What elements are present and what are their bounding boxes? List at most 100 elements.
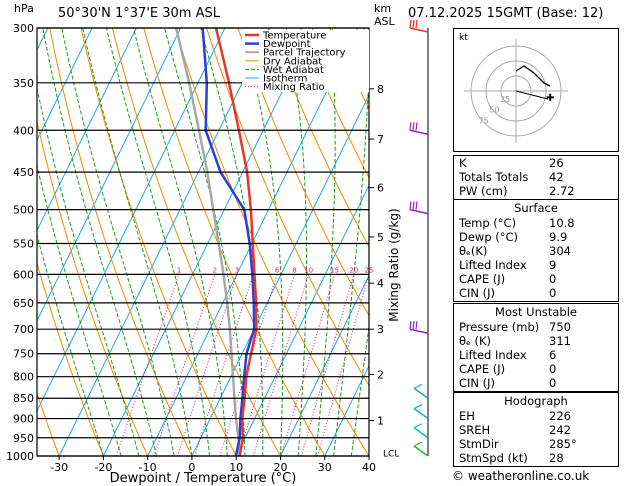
wind-barb-flag [409,122,412,131]
wind-barb-flag [409,19,412,29]
hodograph-table-title: Hodograph [504,394,568,408]
dry-adiabat-line [300,28,369,179]
wind-barb-flag [415,19,418,29]
mixing-ratio-label: 6 [275,266,280,274]
sreh-label: SREH [459,423,491,437]
wind-barb-shaft [409,129,429,136]
pressure-tick-label: 950 [13,432,34,445]
k-index-label: K [459,156,467,170]
wind-barb-flag [409,321,412,330]
mixing-ratio-line [252,274,310,456]
wind-barb-shaft [409,208,429,215]
pressure-tick-label: 800 [13,371,34,384]
surface-theta-e-value: 304 [549,244,571,258]
temp-tick-label: 0 [188,461,195,474]
wet-adiabat-line [333,53,369,456]
pressure-tick-label: 400 [13,124,34,137]
wet-adiabat-line [37,85,140,456]
km-tick-label: 7 [377,133,384,146]
mu-cin-label: CIN (J) [459,376,496,390]
wind-barb-flag [409,201,412,210]
wind-barb-shaft [413,445,429,457]
surface-title: Surface [514,201,558,215]
surface-dewp-label: Dewp (°C) [459,230,519,244]
isotherm-line [191,93,369,456]
pressure-tick-label: 600 [13,268,34,281]
dry-adiabat-line [268,28,369,248]
km-tick-label: 1 [377,415,384,428]
dry-adiabat-line [111,28,281,456]
km-tick-label: 5 [377,231,384,244]
wind-barb-flag [415,321,418,330]
wet-adiabat-line [105,28,211,456]
surface-cin-label: CIN (J) [459,286,496,300]
wind-barb-flag [412,201,415,210]
pressure-tick-label: 750 [13,348,34,361]
isotherm-line [58,28,270,456]
wet-adiabat-line [350,322,369,456]
stmdir-value: 285° [549,437,577,451]
stmdir-label: StmDir [459,437,499,451]
wet-adiabat-line [82,28,193,456]
hodograph-ring-label: 50 [489,106,499,115]
wind-barb-flag [413,404,423,410]
most-unstable-table: Most Unstable Pressure (mb) 750 θₑ (K) 3… [453,303,619,392]
mixing-ratio-label: 20 [349,266,358,274]
mu-theta-e-value: 311 [549,334,571,348]
pressure-tick-label: 450 [13,166,34,179]
pressure-tick-label: 900 [13,413,34,426]
wind-barb-flag [413,423,423,429]
mu-lifted-index-label: Lifted Index [459,348,527,362]
x-axis-title: Dewpoint / Temperature (°C) [110,471,297,486]
temp-tick-label: -30 [50,461,68,474]
surface-temp-value: 10.8 [549,216,575,230]
surface-lifted-index-value: 9 [549,258,557,272]
legend-entry: Temperature [262,31,326,42]
mixing-ratio-line [280,274,336,456]
mixing-ratio-line [300,274,355,456]
wind-barb-flag [415,122,418,131]
mixing-ratio-label: 15 [330,266,339,274]
wet-adiabat-line [37,164,122,456]
mu-lifted-index-value: 6 [549,348,557,362]
pressure-tick-label: 1000 [6,450,34,463]
km-unit-label: km [374,2,392,15]
temp-tick-label: 30 [318,461,332,474]
lcl-label: LCL [383,449,399,459]
surface-cape-label: CAPE (J) [459,272,506,286]
isotherm-line [37,28,226,413]
surface-temp-label: Temp (°C) [459,216,517,230]
isotherm-line [235,184,369,456]
mixing-ratio-label: 2 [213,266,217,274]
km-tick-label: 3 [377,323,384,336]
pressure-tick-label: 500 [13,204,34,217]
mu-theta-e-label: θₑ (K) [459,334,492,348]
isotherm-line [280,274,369,456]
wind-barb-flag [415,201,418,210]
km-tick-label: 8 [377,83,384,96]
surface-lifted-index-label: Lifted Index [459,258,527,272]
wind-barb-shaft [409,27,429,33]
wind-barb-shaft [409,328,429,334]
hodograph-ring-label: 75 [479,116,489,125]
wind-barb-flag [412,122,415,131]
wind-barb-flag [412,19,415,29]
pressure-tick-label: 850 [13,392,34,405]
totals-totals-label: Totals Totals [459,170,529,184]
legend-entry: Dewpoint [263,39,311,50]
mu-cape-value: 0 [549,362,557,376]
copyright-footer[interactable]: © weatheronline.co.uk [452,469,590,483]
mu-cin-value: 0 [549,376,557,390]
storm-motion-vector [515,90,549,100]
location-title: 50°30'N 1°37'E 30m ASL [58,6,220,21]
wind-barb-shaft [413,407,429,420]
asl-unit-label: ASL [374,15,395,28]
plot-frame [36,27,370,457]
eh-value: 226 [549,409,571,423]
km-tick-label: 6 [377,182,384,195]
pw-label: PW (cm) [459,184,508,198]
surface-dewp-value: 9.9 [549,230,568,244]
surface-theta-e-label: θₑ(K) [459,244,488,258]
legend-entry: Parcel Trajectory [263,48,346,59]
